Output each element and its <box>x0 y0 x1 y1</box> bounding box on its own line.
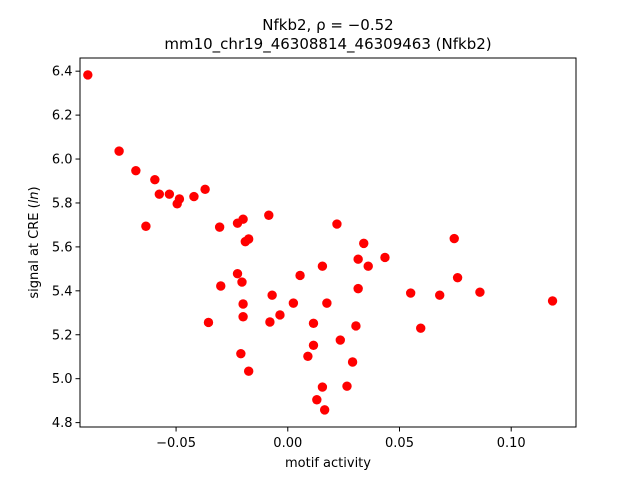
data-point <box>312 395 322 405</box>
data-point <box>351 321 361 331</box>
data-point <box>232 268 243 279</box>
data-point <box>308 340 319 350</box>
data-point <box>83 70 93 80</box>
data-point <box>452 272 463 283</box>
x-axis-label: motif activity <box>285 456 371 471</box>
y-tick-label: 5.0 <box>52 372 73 387</box>
data-point <box>237 277 247 287</box>
data-point <box>267 290 277 300</box>
chart-title-line1: Nfkb2, ρ = −0.52 <box>262 16 393 34</box>
data-point <box>317 261 328 271</box>
y-axis-label-italic: ln <box>27 191 42 203</box>
chart-title-line2: mm10_chr19_46308814_46309463 (Nfkb2) <box>164 35 491 54</box>
data-point <box>200 184 210 195</box>
y-tick-label: 6.4 <box>52 65 73 80</box>
data-point <box>240 236 251 247</box>
data-points <box>83 70 558 415</box>
data-point <box>303 351 313 361</box>
data-point <box>264 210 274 220</box>
y-tick-label: 5.6 <box>52 240 73 255</box>
data-point <box>353 283 363 294</box>
data-point <box>475 287 485 297</box>
data-point <box>416 323 426 333</box>
y-tick-label: 5.8 <box>52 196 73 211</box>
data-point <box>238 214 248 224</box>
data-point <box>317 382 328 392</box>
data-point <box>405 288 416 298</box>
data-point <box>347 357 358 367</box>
y-axis-label-prefix: signal at CRE ( <box>27 203 42 298</box>
data-point <box>236 348 246 359</box>
data-point <box>308 318 319 329</box>
data-point <box>189 191 199 202</box>
data-point <box>332 219 342 229</box>
data-point <box>288 298 299 308</box>
data-point <box>275 310 285 320</box>
data-point <box>353 254 363 264</box>
y-tick-label: 6.2 <box>52 109 73 124</box>
data-point <box>172 199 182 209</box>
data-point <box>335 335 345 345</box>
y-axis-label-suffix: ) <box>27 186 42 191</box>
data-point <box>319 405 330 415</box>
x-tick-label: 0.05 <box>385 436 414 451</box>
y-axis-label: signal at CRE (ln) <box>27 186 42 298</box>
y-tick-label: 6.0 <box>52 153 73 168</box>
data-point <box>114 146 124 156</box>
x-axis-ticks: −0.05 0.00 0.05 0.10 <box>156 427 526 451</box>
y-tick-label: 4.8 <box>52 416 73 431</box>
data-point <box>363 261 373 271</box>
data-point <box>359 238 369 249</box>
data-point <box>214 222 225 232</box>
data-point <box>150 174 160 185</box>
data-point <box>449 233 459 244</box>
x-tick-label: 0.10 <box>497 436 526 451</box>
data-point <box>203 317 214 328</box>
data-point <box>131 165 141 176</box>
data-point <box>342 381 352 391</box>
x-tick-label: −0.05 <box>156 436 196 451</box>
data-point <box>265 317 275 327</box>
data-point <box>322 298 332 308</box>
data-point <box>238 312 248 322</box>
data-point <box>243 366 254 376</box>
x-tick-label: 0.00 <box>273 436 302 451</box>
data-point <box>380 252 390 263</box>
data-point <box>238 299 248 309</box>
y-tick-label: 5.2 <box>52 328 73 343</box>
data-point <box>216 281 226 291</box>
y-tick-label: 5.4 <box>52 284 73 299</box>
data-point <box>547 296 558 306</box>
data-point <box>154 189 165 199</box>
data-point <box>141 221 151 231</box>
y-axis-ticks: 4.8 5.0 5.2 5.4 5.6 5.8 6.0 6.2 6.4 <box>52 65 80 431</box>
data-point <box>164 189 175 199</box>
data-point <box>435 290 445 300</box>
plot-area-frame <box>79 57 577 428</box>
data-point <box>295 270 305 281</box>
